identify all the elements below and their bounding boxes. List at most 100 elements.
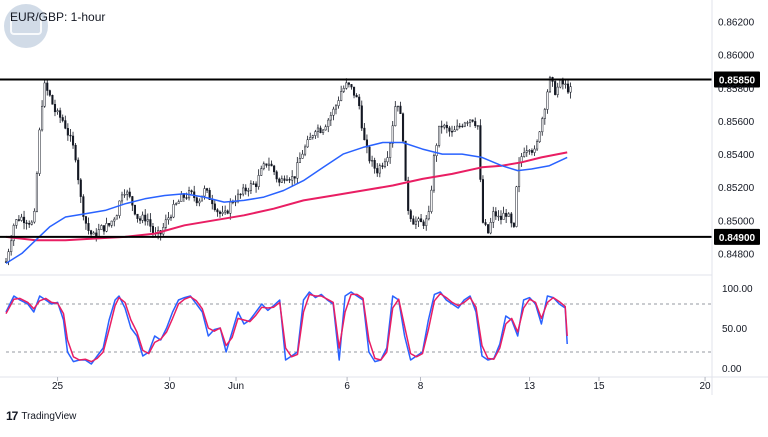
- candle-body: [146, 219, 149, 222]
- candle-body: [56, 110, 59, 113]
- candle-body: [559, 80, 562, 88]
- price-tick-label: 0.85000: [718, 216, 755, 227]
- candle-body: [409, 210, 412, 220]
- candle-body: [383, 161, 387, 167]
- candle-body: [466, 122, 469, 124]
- fast-moving-average-line: [5, 141, 568, 265]
- candle-body: [358, 96, 361, 107]
- candle-body: [275, 171, 278, 180]
- candle-body: [273, 165, 276, 173]
- candle-body: [180, 194, 183, 202]
- candle-body: [492, 211, 495, 223]
- candle-body: [260, 168, 263, 176]
- candle-body: [198, 200, 201, 204]
- candle-body: [224, 210, 227, 213]
- candle-body: [20, 216, 23, 221]
- candle-body: [213, 203, 216, 211]
- stoch-tick-label: 100.00: [722, 284, 753, 295]
- candle-body: [249, 183, 252, 191]
- candle-body: [172, 204, 175, 218]
- time-tick-label: 13: [524, 381, 536, 392]
- candle-body: [149, 219, 152, 227]
- candle-body: [177, 201, 180, 204]
- candle-body: [267, 163, 271, 166]
- candle-body: [443, 124, 446, 128]
- candle-body: [530, 150, 533, 153]
- candle-body: [528, 150, 531, 152]
- candle-body: [151, 226, 155, 234]
- watermark-badge-icon: [4, 4, 48, 48]
- candle-body: [386, 157, 389, 163]
- candle-body: [247, 190, 250, 192]
- candle-body: [43, 82, 46, 107]
- candle-body: [554, 81, 557, 95]
- candle-body: [350, 84, 353, 88]
- stochastic-lines: [5, 291, 568, 365]
- candle-body: [502, 212, 505, 220]
- candle-body: [363, 127, 366, 141]
- candle-body: [306, 139, 309, 148]
- candle-body: [7, 251, 10, 263]
- candle-body: [396, 105, 399, 108]
- candle-body: [471, 119, 474, 122]
- level-price-tag: [714, 71, 760, 88]
- candle-body: [440, 125, 443, 128]
- candle-body: [327, 119, 330, 127]
- candle-body: [319, 127, 322, 133]
- candle-body: [389, 143, 392, 158]
- candles: [4, 75, 572, 266]
- candle-body: [97, 229, 100, 238]
- candle-body: [74, 144, 77, 161]
- time-tick-label: 6: [344, 381, 350, 392]
- candle-body: [309, 137, 312, 140]
- time-tick-label: 15: [593, 381, 605, 392]
- candle-body: [347, 82, 350, 85]
- candle-body: [90, 230, 93, 235]
- candle-body: [494, 211, 497, 217]
- candle-body: [226, 210, 229, 214]
- candle-body: [206, 188, 209, 191]
- candle-body: [182, 194, 185, 198]
- slow-moving-average-line: [5, 151, 568, 242]
- candle-body: [41, 105, 44, 131]
- candle-body: [523, 152, 526, 157]
- candle-body: [291, 176, 294, 181]
- price-tick-label: 0.86200: [718, 18, 755, 29]
- candle-body: [556, 86, 559, 95]
- candle-body: [216, 209, 219, 213]
- brand-footer[interactable]: 17 TradingView: [6, 409, 76, 423]
- candle-body: [525, 150, 528, 153]
- candle-body: [304, 146, 307, 155]
- symbol-label: EUR/GBP: 1-hour: [10, 10, 106, 24]
- candle-body: [100, 225, 103, 230]
- candle-body: [515, 186, 518, 227]
- candle-body: [342, 88, 345, 92]
- candle-body: [164, 219, 167, 228]
- price-tick-label: 0.84800: [718, 249, 755, 260]
- stoch-d-line: [5, 292, 568, 363]
- candle-body: [131, 196, 134, 206]
- candle-body: [566, 83, 570, 93]
- candle-body: [61, 117, 64, 121]
- stoch-tick-label: 50.00: [722, 324, 747, 335]
- time-tick-label: 20: [699, 381, 711, 392]
- candle-body: [394, 106, 397, 127]
- candle-body: [301, 153, 304, 159]
- candle-body: [69, 134, 72, 137]
- candle-body: [541, 118, 544, 133]
- candle-body: [278, 178, 281, 183]
- candle-body: [293, 176, 296, 179]
- candle-body: [22, 216, 26, 224]
- candle-body: [316, 127, 319, 132]
- candle-body: [536, 141, 539, 150]
- candle-body: [422, 221, 425, 226]
- candle-body: [203, 188, 206, 197]
- level-price-label: 0.84900: [719, 233, 756, 244]
- candle-body: [10, 240, 13, 252]
- stoch-tick-label: 0.00: [722, 364, 742, 375]
- candle-body: [221, 211, 224, 214]
- candle-body: [517, 162, 521, 188]
- candle-body: [561, 80, 564, 85]
